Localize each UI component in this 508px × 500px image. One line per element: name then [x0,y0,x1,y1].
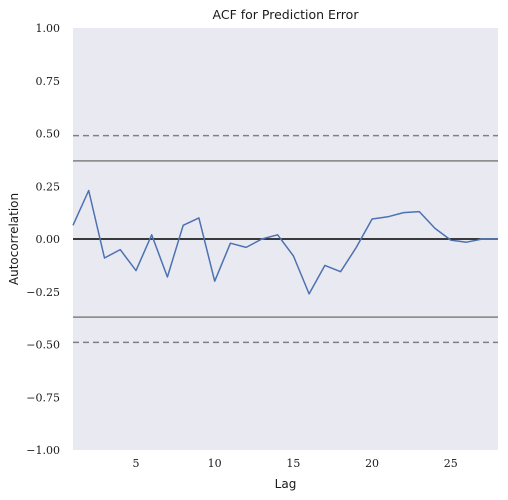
x-tick-label: 10 [208,457,222,470]
x-tick-label: 20 [365,457,379,470]
chart-title: ACF for Prediction Error [213,7,360,22]
y-tick-label: −1.00 [26,444,60,457]
y-tick-label: −0.50 [26,339,60,352]
series-layer [72,189,499,295]
y-tick-labels: −1.00 −0.75 −0.50 −0.25 0.00 0.25 0.50 0.75 1.00 [26,22,60,457]
acf-series-line [72,189,498,295]
y-tick-label: −0.75 [26,391,60,404]
y-tick-label: 0.75 [36,75,61,88]
y-tick-label: 0.50 [36,128,61,141]
x-tick-labels: 5 10 15 20 25 [132,457,457,470]
y-tick-label: 1.00 [36,22,61,35]
y-tick-label: 0.00 [36,233,61,246]
x-tick-label: 5 [132,457,139,470]
y-tick-label: −0.25 [26,286,60,299]
x-tick-label: 15 [286,457,300,470]
reference-lines [73,134,498,344]
x-tick-label: 25 [444,457,458,470]
x-axis-label: Lag [275,477,297,491]
y-axis-label: Autocorrelation [7,193,21,285]
y-tick-label: 0.25 [36,180,61,193]
